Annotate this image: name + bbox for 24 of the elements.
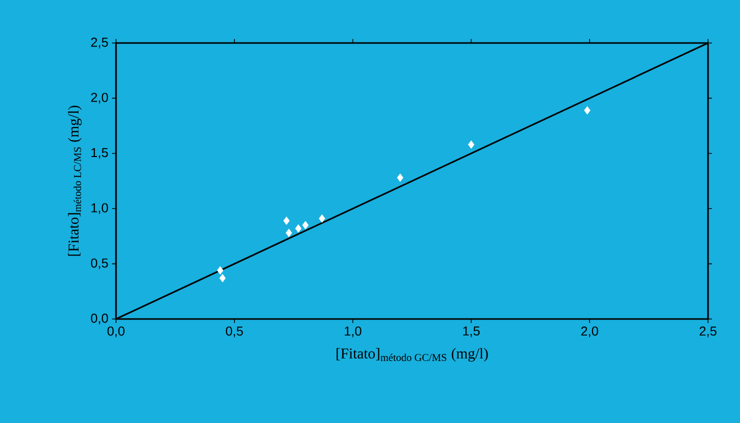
y-tick-label: 2,0 — [91, 92, 108, 104]
y-tick-label: 2,5 — [91, 38, 108, 48]
x-tick-label: 2,5 — [700, 326, 716, 338]
y-tick-label: 0,5 — [90, 258, 108, 270]
x-tick-label: 1,0 — [344, 326, 362, 338]
x-tick-label: 1,5 — [463, 326, 480, 338]
x-tick-label: 2,0 — [581, 326, 598, 338]
point — [286, 228, 292, 238]
x-tick-label: 0,0 — [108, 326, 125, 338]
y-tick-label: 0,0 — [90, 314, 108, 324]
point — [283, 216, 290, 225]
point — [217, 266, 224, 275]
x-tick-label: 0,5 — [226, 326, 243, 338]
point — [219, 274, 226, 282]
point — [318, 214, 326, 223]
point — [396, 174, 404, 182]
y-tick-label: 1,5 — [91, 148, 108, 159]
point — [584, 106, 590, 115]
point — [468, 140, 474, 149]
point — [302, 220, 309, 230]
x-axis-title: $\text{[Fitato]}_{\text{método GC/MS}}\text{ (mg/l)}$ — [336, 348, 488, 362]
y-tick-label: 1,0 — [91, 203, 108, 214]
y-axis-title: $\text{[Fitato]}_{\text{método LC/MS}}\text{ (mg/l)}$ — [68, 106, 82, 256]
point — [295, 224, 302, 233]
